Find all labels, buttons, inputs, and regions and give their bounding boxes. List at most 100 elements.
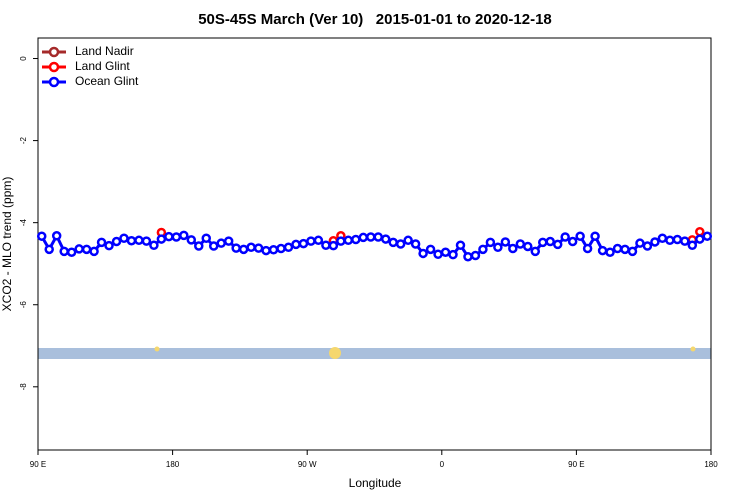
- data-point: [291, 239, 301, 250]
- data-point: [171, 232, 182, 242]
- data-point: [485, 237, 496, 248]
- data-point: [440, 247, 451, 257]
- data-point: [253, 243, 264, 253]
- data-point: [433, 249, 443, 260]
- data-point: [403, 235, 413, 246]
- data-point: [208, 241, 219, 251]
- data-point: [545, 236, 555, 247]
- chart-title: 50S-45S March (Ver 10) 2015-01-01 to 202…: [198, 11, 552, 28]
- data-point: [313, 235, 324, 246]
- data-point: [268, 244, 279, 255]
- data-point: [508, 243, 518, 254]
- y-axis-label: XCO2 - MLO trend (ppm): [0, 177, 14, 312]
- data-point: [470, 250, 481, 261]
- data-point: [283, 242, 294, 253]
- data-point: [179, 230, 189, 241]
- legend-label: Ocean Glint: [75, 74, 139, 88]
- data-point: [44, 244, 54, 255]
- legend-label: Land Glint: [75, 59, 130, 73]
- data-point: [523, 241, 533, 252]
- data-point: [81, 244, 92, 255]
- data-point: [695, 234, 705, 244]
- data-point: [515, 239, 526, 249]
- data-point: [410, 239, 421, 249]
- data-point: [642, 241, 653, 251]
- data-point: [321, 240, 331, 250]
- data-point: [597, 245, 608, 256]
- x-axis-label: Longitude: [349, 476, 402, 490]
- data-point: [605, 247, 615, 257]
- data-point: [231, 243, 241, 253]
- data-point: [216, 238, 226, 248]
- data-point: [261, 245, 271, 256]
- data-point: [463, 251, 473, 262]
- legend-marker: [48, 76, 60, 88]
- data-point: [111, 236, 122, 247]
- data-point: [560, 232, 570, 242]
- data-point: [567, 236, 578, 247]
- marker-dot: [154, 346, 160, 352]
- data-point: [627, 246, 638, 257]
- data-point: [478, 244, 488, 255]
- x-tick-label: 180: [704, 460, 718, 469]
- data-point: [149, 240, 159, 250]
- data-point: [134, 235, 144, 246]
- data-point: [620, 244, 630, 255]
- legend-label: Land Nadir: [75, 44, 134, 58]
- data-point: [343, 235, 354, 246]
- data-point: [119, 233, 129, 244]
- surface-band: [38, 348, 711, 359]
- data-point: [687, 240, 698, 250]
- data-point: [194, 241, 204, 251]
- y-tick-label: -2: [19, 136, 28, 144]
- data-point: [425, 244, 436, 255]
- x-tick-label: 90 E: [30, 460, 46, 469]
- data-point: [373, 232, 383, 242]
- data-point: [141, 236, 152, 246]
- plot-frame: [37, 37, 712, 451]
- data-point: [582, 243, 593, 254]
- data-point: [395, 239, 406, 249]
- data-point: [680, 236, 690, 246]
- data-point: [223, 236, 234, 246]
- data-point: [358, 232, 369, 243]
- data-point: [351, 234, 361, 245]
- data-point: [590, 231, 600, 241]
- marker-dot: [690, 346, 696, 352]
- data-point: [298, 238, 309, 249]
- y-tick-label: -4: [19, 219, 28, 227]
- x-tick-label: 90 E: [568, 460, 584, 469]
- y-tick-label: -6: [19, 301, 28, 309]
- data-point: [89, 246, 99, 257]
- data-point: [500, 237, 511, 247]
- data-point: [126, 235, 137, 246]
- data-point: [66, 247, 77, 257]
- data-point: [156, 234, 167, 244]
- data-point: [380, 234, 391, 244]
- data-point: [635, 238, 645, 248]
- legend-marker: [48, 46, 60, 58]
- data-point: [575, 231, 585, 241]
- data-point: [418, 248, 428, 259]
- data-point: [336, 236, 346, 246]
- data-point: [657, 233, 668, 244]
- x-tick-label: 0: [440, 460, 445, 469]
- data-point: [672, 234, 683, 245]
- data-point: [530, 246, 541, 257]
- data-point: [328, 240, 339, 251]
- data-point: [388, 237, 398, 248]
- data-point: [612, 243, 623, 254]
- data-point: [201, 233, 211, 244]
- data-point: [538, 237, 548, 248]
- data-point: [104, 240, 114, 251]
- data-point: [366, 232, 376, 242]
- data-point: [276, 243, 286, 254]
- data-point: [448, 249, 458, 260]
- data-point: [164, 231, 174, 242]
- data-point: [96, 237, 107, 248]
- data-point: [665, 235, 675, 246]
- data-point: [493, 242, 503, 253]
- data-point: [246, 242, 256, 253]
- data-point: [51, 231, 62, 241]
